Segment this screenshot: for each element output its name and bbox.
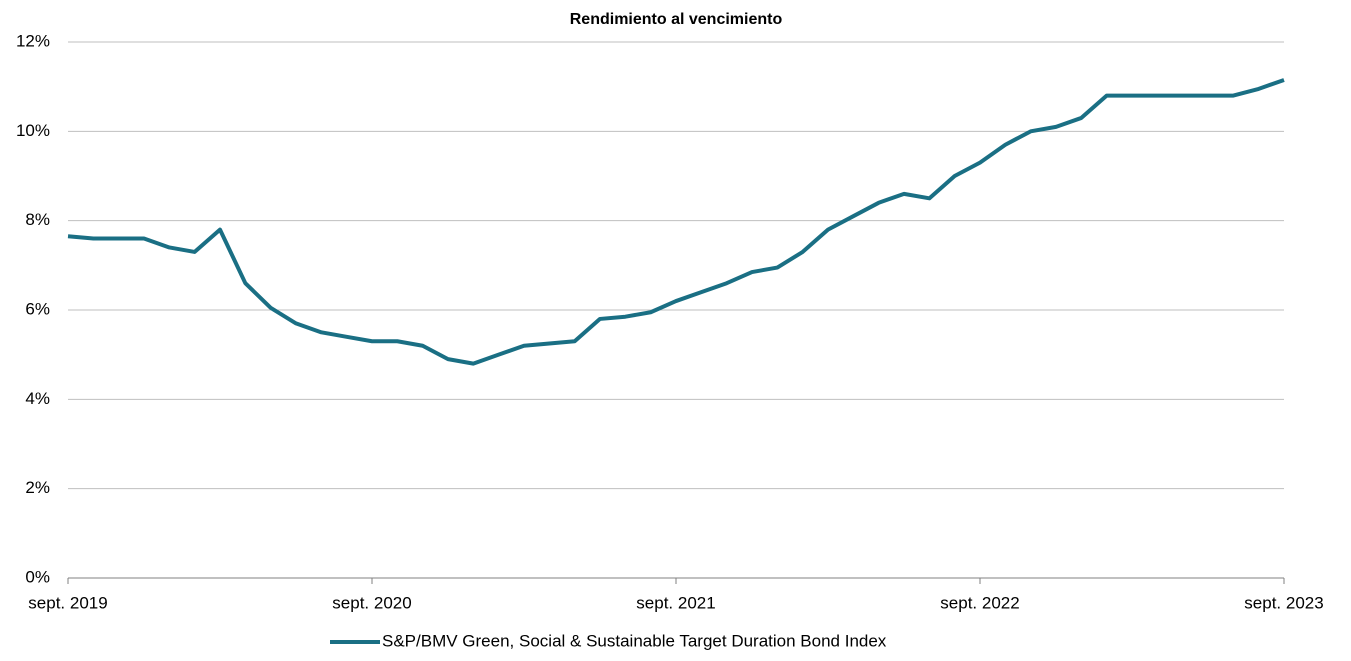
- y-tick-label: 2%: [25, 478, 50, 497]
- x-tick-label: sept. 2021: [636, 593, 715, 612]
- y-tick-label: 10%: [16, 121, 50, 140]
- x-tick-label: sept. 2023: [1244, 593, 1323, 612]
- y-tick-label: 8%: [25, 210, 50, 229]
- line-series: [67, 78, 1285, 366]
- y-tick-label: 0%: [25, 567, 50, 586]
- chart-title: Rendimiento al vencimiento: [570, 11, 783, 28]
- y-tick-label: 12%: [16, 31, 50, 50]
- x-tick-label: sept. 2020: [332, 593, 411, 612]
- x-tick-label: sept. 2019: [28, 593, 107, 612]
- y-tick-label: 4%: [25, 389, 50, 408]
- x-tick-label: sept. 2022: [940, 593, 1019, 612]
- y-tick-label: 6%: [25, 299, 50, 318]
- legend-label: S&P/BMV Green, Social & Sustainable Targ…: [382, 631, 887, 650]
